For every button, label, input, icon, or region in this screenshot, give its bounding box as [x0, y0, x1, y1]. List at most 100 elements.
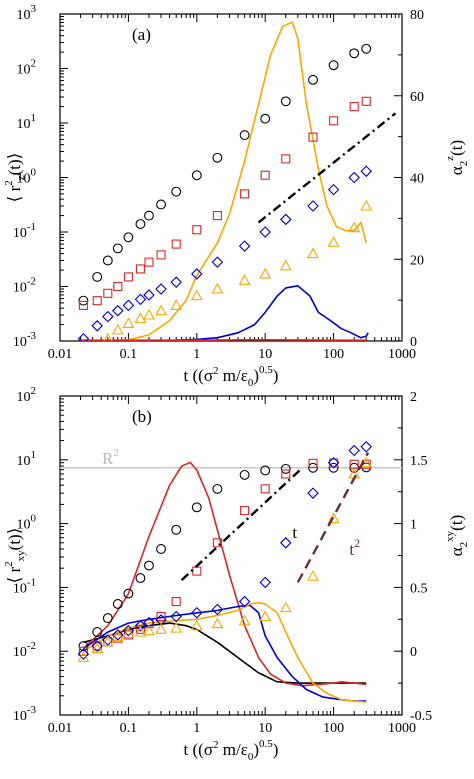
circle-marker — [281, 465, 290, 474]
triangle-marker — [135, 313, 145, 322]
circle-marker — [261, 114, 270, 123]
x-tick-label-part: 0.01 — [48, 721, 73, 736]
slope-annotation: t2 — [349, 536, 360, 559]
triangle-marker — [361, 201, 371, 210]
y-left-tick-label: 10-1 — [13, 221, 36, 241]
y-right-axis-label-part: (t) — [447, 140, 466, 156]
diamond-marker — [212, 257, 222, 267]
square-marker — [350, 103, 358, 111]
x-axis-label-part: 0.5 — [259, 364, 273, 376]
y-right-axis-label-part: 2 — [458, 161, 470, 167]
y-right-axis-label: α2z(t) — [444, 140, 470, 175]
reference-label: R2 — [102, 447, 119, 468]
x-axis-label-part: 0.5 — [259, 738, 273, 750]
y-right-axis-label-part: 2 — [458, 542, 470, 548]
y-right-tick-label-part: 40 — [410, 172, 424, 187]
x-tick-label: 1 — [193, 721, 200, 736]
y-right-tick-label-part: 60 — [410, 90, 424, 105]
circle-marker — [281, 97, 290, 106]
reference-label-part: R — [102, 449, 114, 468]
triangle-marker — [308, 249, 318, 258]
diamond-marker — [78, 334, 88, 344]
diamond-marker — [171, 277, 181, 287]
y-right-tick-label-part: 0 — [410, 645, 417, 660]
triangle-marker — [192, 291, 202, 300]
y-left-axis-label-part: 2 — [3, 180, 15, 186]
y-left-axis-label-part: (t)⟩ — [5, 153, 24, 176]
y-left-tick-label-part: 10 — [17, 63, 31, 78]
x-tick-label-part: 10 — [258, 721, 272, 736]
triangle-marker — [260, 611, 270, 620]
y-right-tick-label-part: 0 — [410, 335, 417, 350]
y-left-tick-label: 101 — [17, 112, 37, 132]
x-tick-label: 1 — [193, 347, 200, 362]
y-right-tick-label-part: 20 — [410, 253, 424, 268]
diamond-marker — [260, 227, 270, 237]
y-left-tick-label: 101 — [17, 449, 37, 469]
y-left-tick-label: 10-3 — [13, 704, 37, 724]
x-tick-label-part: 100 — [323, 721, 344, 736]
panel-label: (a) — [132, 25, 151, 44]
square-marker — [241, 507, 249, 515]
y-right-tick-label: -0.5 — [410, 709, 432, 724]
circle-marker — [192, 503, 201, 512]
circle-marker — [103, 256, 112, 265]
square-marker — [145, 258, 153, 266]
y-left-tick-label-part: 1 — [31, 112, 37, 124]
circle-marker — [145, 211, 154, 220]
x-axis-label-part: ) — [273, 366, 279, 385]
x-axis-label-part: t ((σ — [184, 366, 213, 385]
square-marker — [241, 190, 249, 198]
diamond-marker — [144, 290, 154, 300]
y-right-tick-label: 1 — [410, 518, 417, 533]
triangle-marker — [212, 284, 222, 293]
circle-marker — [79, 296, 88, 305]
y-right-tick-label: 2 — [410, 390, 417, 405]
diamond-marker — [329, 185, 339, 195]
y-right-tick-label-part: 2 — [410, 390, 417, 405]
y-left-tick-label-part: -2 — [27, 276, 36, 288]
circle-marker — [113, 244, 122, 253]
diamond-marker — [103, 312, 113, 322]
x-tick-label: 0.1 — [120, 347, 138, 362]
y-left-tick-label-part: 10 — [17, 8, 31, 23]
y-right-tick-label-part: 1.5 — [410, 454, 428, 469]
circle-marker — [192, 171, 201, 180]
y-left-axis-label-part: ⟨ r — [5, 185, 24, 202]
square-marker — [261, 171, 269, 179]
y-left-tick-label-part: 0 — [31, 167, 37, 179]
x-tick-label: 0.01 — [48, 721, 73, 736]
slope-annotation-part: 2 — [354, 536, 360, 550]
x-tick-label-part: 0.01 — [48, 347, 73, 362]
y-right-tick-label: 0.5 — [410, 581, 428, 596]
triangle-marker — [281, 603, 291, 612]
alpha2-line-0 — [108, 22, 366, 341]
triangle-marker — [156, 306, 166, 315]
alpha2-line-2 — [83, 605, 366, 701]
square-marker — [172, 598, 180, 606]
y-left-tick-label-part: 0 — [31, 513, 37, 525]
power-law-guide — [182, 468, 303, 580]
circle-marker — [157, 545, 166, 554]
y-right-tick-label: 0 — [410, 335, 417, 350]
y-left-tick-label-part: 10 — [17, 117, 31, 132]
circle-marker — [124, 233, 133, 242]
circle-marker — [240, 470, 249, 479]
y-right-tick-label: 80 — [410, 8, 424, 23]
alpha2-line-1 — [83, 462, 366, 685]
circle-marker — [136, 220, 145, 229]
x-tick-label: 0.1 — [120, 721, 138, 736]
diamond-marker — [281, 214, 291, 224]
triangle-marker — [329, 237, 339, 246]
y-left-tick-label-part: -1 — [27, 576, 36, 588]
circle-marker — [240, 131, 249, 140]
y-right-axis-label-part: (t) — [447, 515, 466, 531]
square-marker — [114, 283, 122, 291]
triangle-marker — [123, 318, 133, 327]
y-right-tick-label-part: -0.5 — [410, 709, 432, 724]
diamond-marker — [308, 488, 318, 498]
y-left-tick-label: 102 — [17, 385, 37, 405]
y-left-tick-label-part: -3 — [27, 704, 37, 716]
